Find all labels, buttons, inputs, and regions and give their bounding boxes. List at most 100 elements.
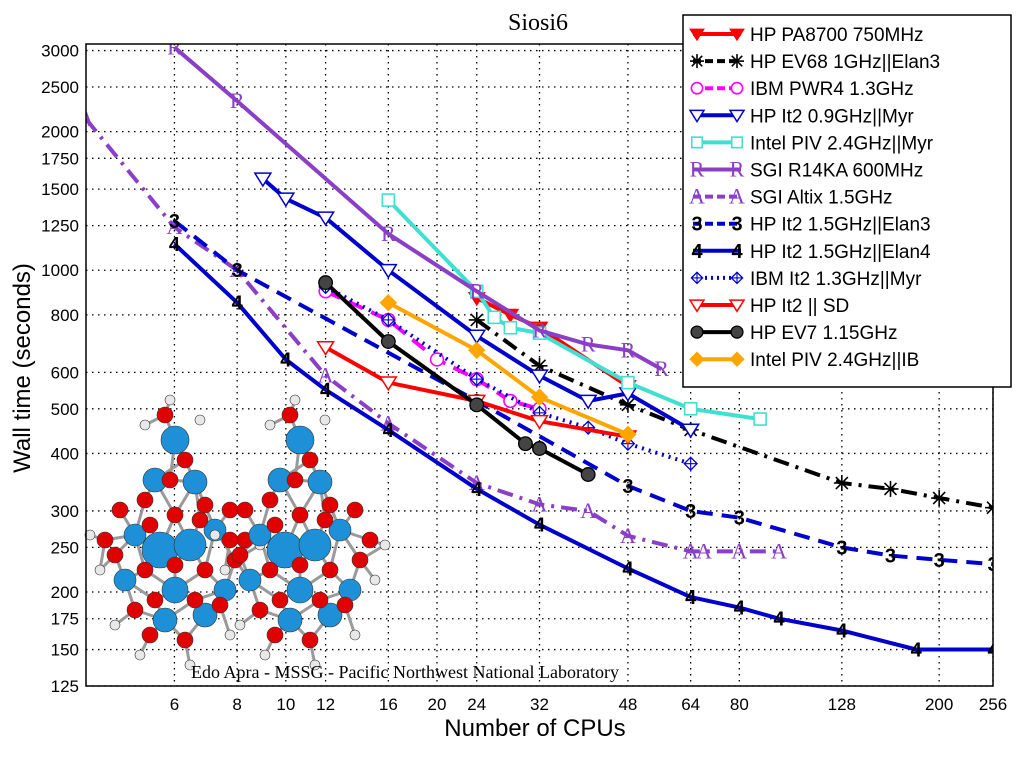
molecule-atom bbox=[301, 631, 319, 649]
data-point bbox=[530, 369, 549, 385]
data-point bbox=[619, 425, 637, 444]
data-point bbox=[690, 271, 704, 285]
data-point bbox=[378, 376, 398, 392]
data-point bbox=[253, 172, 273, 188]
data-point: 3 bbox=[731, 214, 742, 236]
y-tick-label: 800 bbox=[51, 306, 79, 325]
data-point: R bbox=[532, 317, 547, 342]
molecule-atom bbox=[321, 561, 339, 579]
data-point: 4 bbox=[774, 609, 786, 631]
x-tick-label: 48 bbox=[618, 695, 637, 714]
molecule-atom bbox=[361, 531, 379, 549]
data-point: A bbox=[580, 498, 596, 523]
molecule-atom bbox=[224, 629, 236, 641]
data-point bbox=[730, 81, 744, 95]
y-tick-label: 2000 bbox=[41, 123, 79, 142]
molecule-atom bbox=[136, 491, 154, 509]
molecule-atom bbox=[266, 516, 284, 534]
molecule-atom bbox=[192, 602, 218, 628]
molecule-atom bbox=[291, 506, 309, 524]
x-tick-label: 200 bbox=[925, 695, 953, 714]
molecule-atom bbox=[106, 546, 124, 564]
molecule-atom bbox=[196, 496, 214, 514]
molecule-atom bbox=[234, 619, 246, 631]
series-intel-piv-2-4ghz-ib bbox=[379, 294, 637, 444]
y-tick-label: 1500 bbox=[41, 180, 79, 199]
data-point: 4 bbox=[534, 515, 546, 537]
data-point bbox=[517, 436, 533, 452]
data-point: A bbox=[731, 538, 747, 563]
molecule-atom bbox=[123, 523, 147, 547]
series-hp-ev7-1-15ghz bbox=[318, 275, 596, 482]
molecule-atom bbox=[219, 564, 231, 576]
y-tick-label: 500 bbox=[51, 400, 79, 419]
data-point bbox=[729, 351, 745, 367]
y-tick-label: 1000 bbox=[41, 261, 79, 280]
molecule-atom bbox=[369, 574, 381, 586]
data-point bbox=[753, 412, 767, 426]
y-tick-label: 175 bbox=[51, 610, 79, 629]
molecule-atom bbox=[311, 591, 329, 609]
legend-label: IBM PWR4 1.3GHz bbox=[750, 79, 914, 100]
data-point bbox=[690, 81, 704, 95]
x-tick-label: 6 bbox=[170, 695, 179, 714]
molecule-atom bbox=[161, 471, 179, 489]
data-point bbox=[728, 109, 746, 124]
data-point bbox=[381, 193, 396, 207]
y-tick-label: 300 bbox=[51, 502, 79, 521]
data-point: R bbox=[654, 356, 669, 381]
molecule-atom bbox=[176, 631, 194, 649]
molecule-atom bbox=[277, 607, 303, 633]
data-point bbox=[532, 441, 547, 456]
legend-entry: Intel PIV 2.4GHz||IB bbox=[689, 350, 919, 371]
data-point: 4 bbox=[911, 640, 923, 662]
data-point: R bbox=[381, 221, 396, 246]
chart-title: Siosi6 bbox=[508, 10, 568, 36]
legend-label: Intel PIV 2.4GHz||Myr bbox=[750, 133, 934, 154]
data-point: R bbox=[167, 34, 182, 59]
data-point bbox=[985, 499, 993, 516]
molecule-atom bbox=[211, 596, 229, 614]
molecule-atom bbox=[264, 419, 276, 431]
molecule-atom bbox=[231, 546, 249, 564]
series-line bbox=[173, 45, 663, 371]
x-tick-label: 20 bbox=[428, 695, 447, 714]
molecule-atom bbox=[191, 511, 209, 529]
data-point: R bbox=[621, 337, 636, 362]
molecule-atom bbox=[236, 501, 254, 519]
molecule-atom bbox=[271, 591, 289, 609]
molecule-atom bbox=[161, 576, 189, 604]
molecule-atom bbox=[136, 561, 154, 579]
molecule-atom bbox=[291, 556, 309, 574]
molecule-atom bbox=[248, 523, 272, 547]
molecule-atom bbox=[160, 425, 190, 455]
molecule-atom bbox=[111, 501, 129, 519]
data-point bbox=[276, 192, 296, 208]
data-point bbox=[469, 371, 485, 387]
data-point bbox=[730, 271, 744, 285]
y-tick-label: 1750 bbox=[41, 149, 79, 168]
data-point bbox=[381, 312, 396, 328]
legend-entry: IBM PWR4 1.3GHz bbox=[690, 79, 914, 100]
molecule-atom bbox=[173, 528, 207, 562]
x-axis-label: Number of CPUs bbox=[444, 715, 625, 742]
legend-entry: IBM It2 1.3GHz||Myr bbox=[690, 269, 922, 290]
molecule-atom bbox=[221, 501, 239, 519]
series-layer: RRRRRRRRAAAAAAAAAAAAA3333333333444444444… bbox=[86, 34, 993, 662]
x-tick-label: 16 bbox=[379, 695, 398, 714]
data-point: R bbox=[469, 278, 484, 303]
data-point bbox=[468, 311, 485, 328]
data-point: 3 bbox=[622, 476, 633, 498]
molecule-atom bbox=[281, 406, 299, 424]
data-point: A bbox=[318, 363, 334, 388]
credit-text: Edo Apra - MSSG - Pacific Northwest Nati… bbox=[191, 662, 619, 682]
data-point: A bbox=[532, 491, 548, 516]
legend-label: HP EV68 1GHz||Elan3 bbox=[750, 52, 940, 73]
data-point: 3 bbox=[934, 550, 945, 572]
molecule-atom bbox=[346, 501, 364, 519]
molecule-atom bbox=[379, 539, 391, 551]
data-point bbox=[729, 28, 745, 42]
legend-label: HP It2 || SD bbox=[750, 296, 849, 317]
